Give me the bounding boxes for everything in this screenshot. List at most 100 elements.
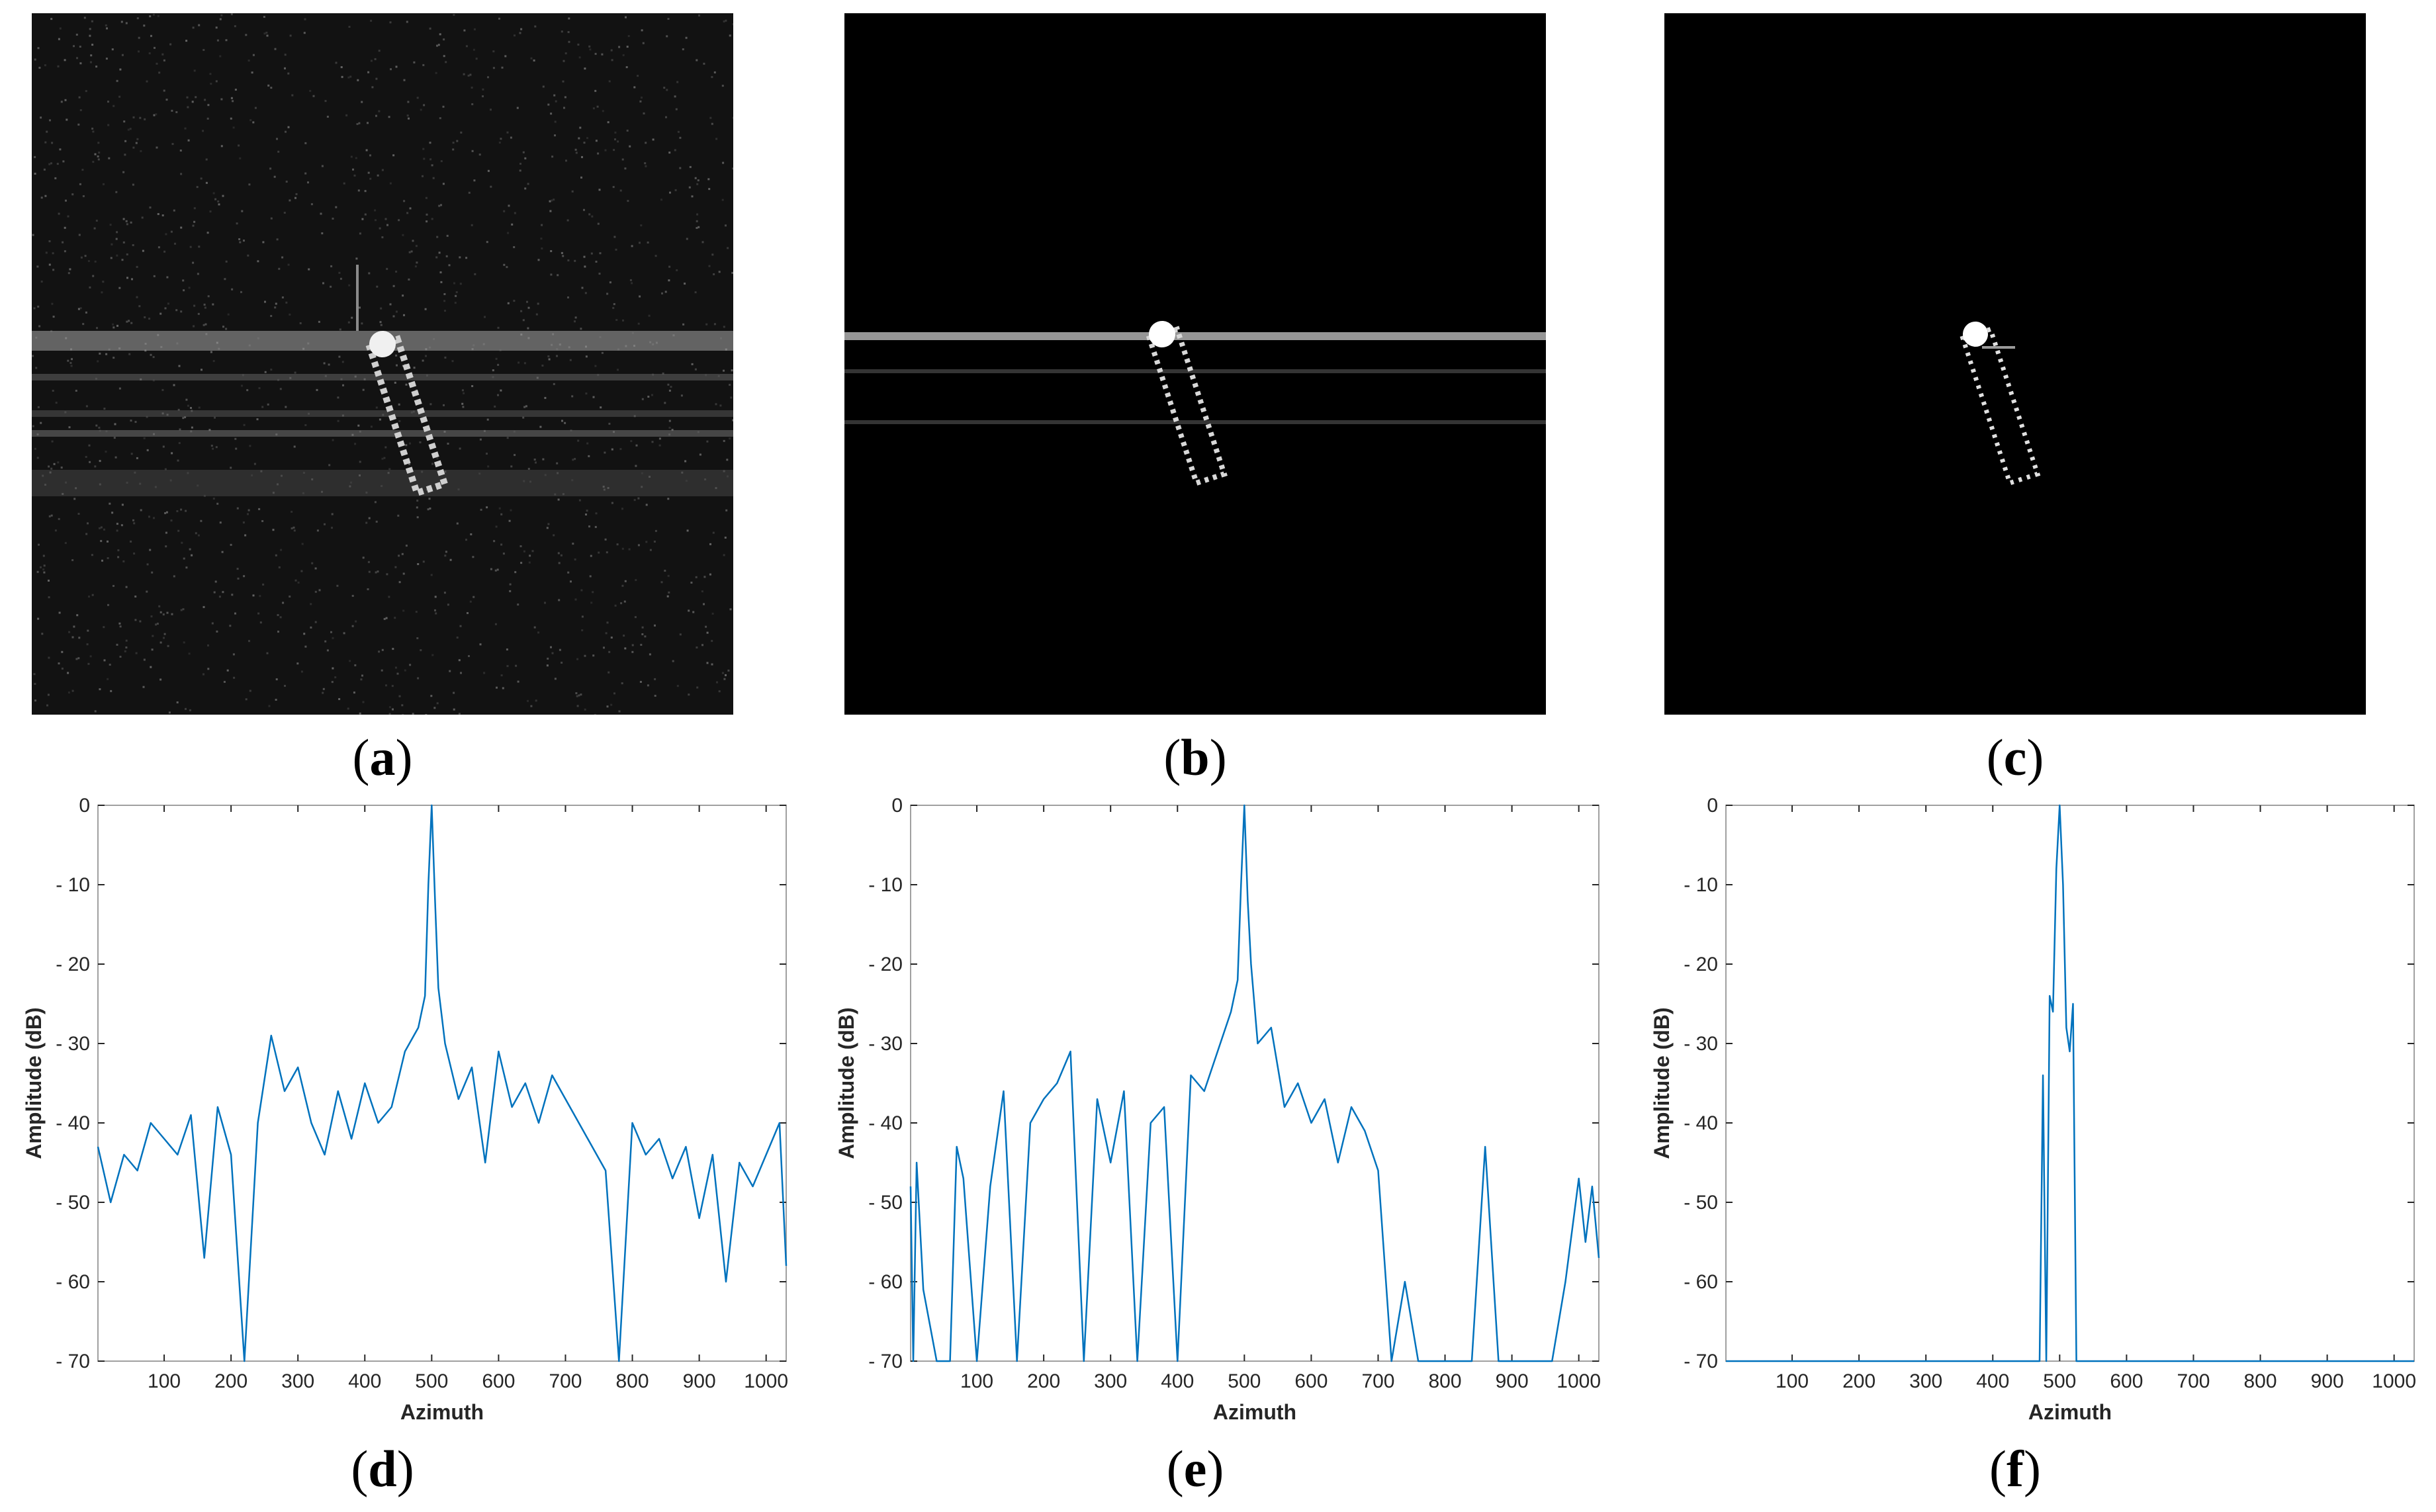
speckle: [709, 573, 711, 576]
speckle: [247, 513, 249, 515]
speckle: [304, 645, 307, 648]
speckle: [459, 447, 461, 450]
speckle: [95, 220, 98, 222]
speckle: [33, 307, 36, 310]
speckle: [193, 304, 196, 307]
speckle: [133, 522, 136, 525]
speckle: [652, 138, 654, 141]
speckle: [729, 608, 732, 611]
speckle: [120, 21, 123, 23]
speckle: [175, 309, 178, 312]
speckle: [274, 306, 277, 309]
speckle: [97, 155, 99, 157]
speckle: [668, 265, 671, 268]
speckle: [267, 84, 270, 87]
speckle: [597, 152, 600, 155]
speckle: [668, 279, 670, 282]
speckle: [500, 513, 503, 515]
speckle: [254, 107, 257, 109]
speckle: [220, 14, 223, 17]
speckle: [640, 644, 643, 646]
speckle: [578, 137, 580, 140]
speckle: [130, 453, 133, 455]
plot-frame: [97, 805, 787, 1362]
speckle: [262, 241, 265, 244]
speckle: [419, 441, 422, 443]
speckle: [696, 183, 699, 185]
speckle: [289, 34, 292, 37]
speckle: [542, 85, 545, 88]
speckle: [91, 20, 93, 22]
speckle: [269, 167, 272, 170]
speckle: [238, 238, 241, 240]
speckle: [611, 502, 613, 504]
speckle: [126, 277, 128, 279]
speckle: [362, 388, 365, 391]
speckle: [503, 210, 506, 212]
speckle: [287, 263, 290, 266]
speckle: [69, 268, 71, 271]
speckle: [453, 14, 455, 16]
speckle: [68, 631, 71, 633]
speckle: [478, 154, 481, 156]
speckle: [100, 540, 103, 543]
speckle: [34, 683, 36, 685]
speckle: [231, 288, 234, 290]
speckle: [173, 575, 175, 578]
speckle: [209, 210, 212, 213]
speckle: [164, 512, 167, 514]
x-tick-label: 700: [1361, 1370, 1394, 1392]
speckle: [498, 142, 501, 144]
speckle: [130, 420, 132, 422]
speckle: [44, 141, 47, 144]
speckle: [37, 617, 40, 620]
speckle: [604, 538, 607, 541]
speckle: [312, 95, 315, 97]
speckle: [64, 59, 66, 62]
speckle: [213, 591, 216, 594]
speckle: [248, 509, 250, 511]
speckle: [631, 282, 633, 285]
speckle: [443, 293, 446, 295]
speckle: [616, 543, 619, 546]
y-tick-label: 0: [79, 795, 90, 817]
speckle: [285, 181, 288, 183]
speckle: [388, 468, 391, 470]
speckle: [391, 685, 394, 688]
speckle: [126, 253, 128, 255]
speckle: [310, 203, 313, 206]
speckle: [221, 551, 224, 553]
speckle: [40, 197, 43, 199]
speckle: [173, 209, 175, 212]
speckle: [654, 624, 656, 627]
speckle: [58, 517, 60, 520]
speckle: [71, 358, 73, 361]
speckle: [92, 275, 95, 277]
speckle: [230, 543, 232, 546]
speckle: [621, 584, 624, 587]
speckle: [712, 531, 715, 534]
speckle: [47, 693, 50, 696]
speckle: [283, 212, 286, 214]
speckle: [38, 325, 41, 328]
speckle: [53, 463, 56, 465]
speckle: [579, 126, 582, 129]
speckle: [324, 100, 327, 103]
speckle: [396, 364, 398, 367]
speckle: [79, 183, 81, 185]
speckle: [500, 138, 502, 140]
speckle: [517, 603, 519, 606]
speckle: [251, 71, 253, 74]
speckle: [33, 673, 36, 676]
speckle: [594, 52, 597, 55]
speckle: [130, 540, 132, 543]
speckle: [383, 457, 386, 459]
speckle: [159, 641, 162, 644]
x-axis-title: Azimuth: [2028, 1400, 2112, 1424]
speckle: [386, 573, 388, 576]
speckle: [98, 426, 101, 429]
speckle: [32, 425, 34, 427]
speckle: [118, 95, 121, 98]
speckle: [282, 601, 285, 604]
speckle: [439, 117, 441, 120]
